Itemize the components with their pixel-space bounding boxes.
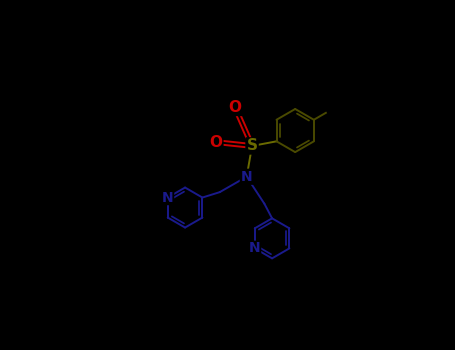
- Text: O: O: [228, 100, 242, 115]
- Text: N: N: [241, 170, 253, 184]
- Text: O: O: [209, 135, 222, 149]
- Text: S: S: [247, 139, 258, 153]
- Text: N: N: [162, 190, 173, 204]
- Text: N: N: [249, 241, 261, 255]
